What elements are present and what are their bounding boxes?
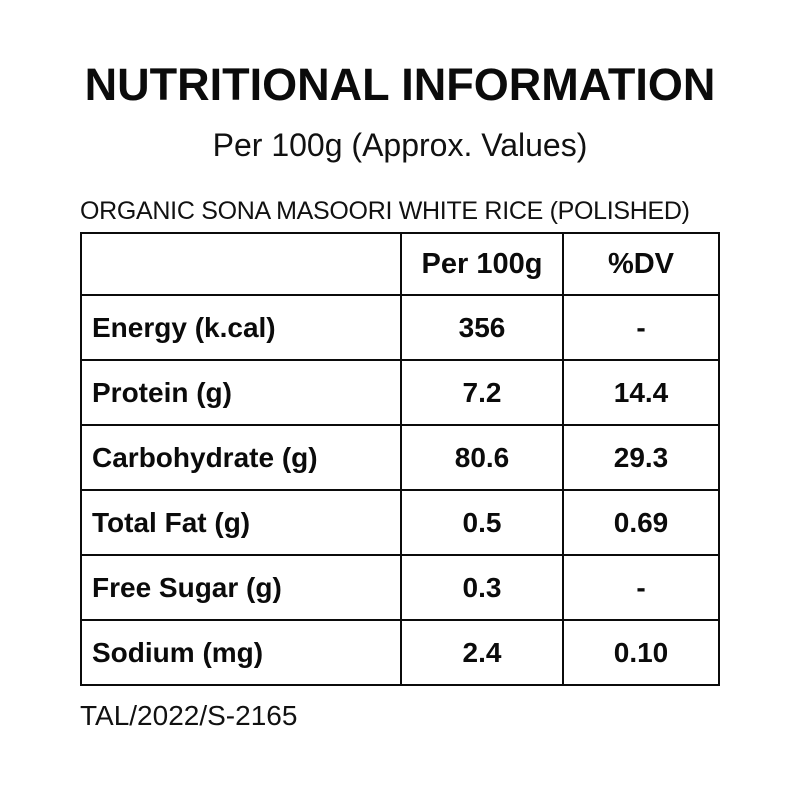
table-row: Free Sugar (g) 0.3 -: [80, 554, 720, 621]
header-cell-empty: [80, 232, 402, 296]
row-label: Carbohydrate (g): [80, 424, 402, 491]
page-title: NUTRITIONAL INFORMATION: [84, 59, 716, 110]
value-dv: 0.10: [562, 619, 720, 686]
value-per-100g: 7.2: [400, 359, 564, 426]
value-dv: 0.69: [562, 489, 720, 556]
table-row: Energy (k.cal) 356 -: [80, 294, 720, 361]
table-row: Carbohydrate (g) 80.6 29.3: [80, 424, 720, 491]
value-dv: -: [562, 294, 720, 361]
row-label: Energy (k.cal): [80, 294, 402, 361]
row-label: Protein (g): [80, 359, 402, 426]
product-name: ORGANIC SONA MASOORI WHITE RICE (POLISHE…: [80, 197, 690, 225]
row-label: Total Fat (g): [80, 489, 402, 556]
value-dv: 14.4: [562, 359, 720, 426]
nutrition-table: Per 100g %DV Energy (k.cal) 356 - Protei…: [80, 232, 720, 686]
value-per-100g: 2.4: [400, 619, 564, 686]
header-cell-dv: %DV: [562, 232, 720, 296]
row-label: Free Sugar (g): [80, 554, 402, 621]
value-per-100g: 80.6: [400, 424, 564, 491]
serving-subtitle: Per 100g (Approx. Values): [212, 127, 588, 163]
nutrition-label: NUTRITIONAL INFORMATION Per 100g (Approx…: [0, 62, 800, 800]
value-dv: -: [562, 554, 720, 621]
value-per-100g: 0.5: [400, 489, 564, 556]
value-per-100g: 356: [400, 294, 564, 361]
table-row: Sodium (mg) 2.4 0.10: [80, 619, 720, 686]
table-header-row: Per 100g %DV: [80, 232, 720, 296]
row-label: Sodium (mg): [80, 619, 402, 686]
value-per-100g: 0.3: [400, 554, 564, 621]
license-code: TAL/2022/S-2165: [80, 700, 298, 731]
table-row: Protein (g) 7.2 14.4: [80, 359, 720, 426]
header-cell-per-100g: Per 100g: [400, 232, 564, 296]
table-row: Total Fat (g) 0.5 0.69: [80, 489, 720, 556]
value-dv: 29.3: [562, 424, 720, 491]
